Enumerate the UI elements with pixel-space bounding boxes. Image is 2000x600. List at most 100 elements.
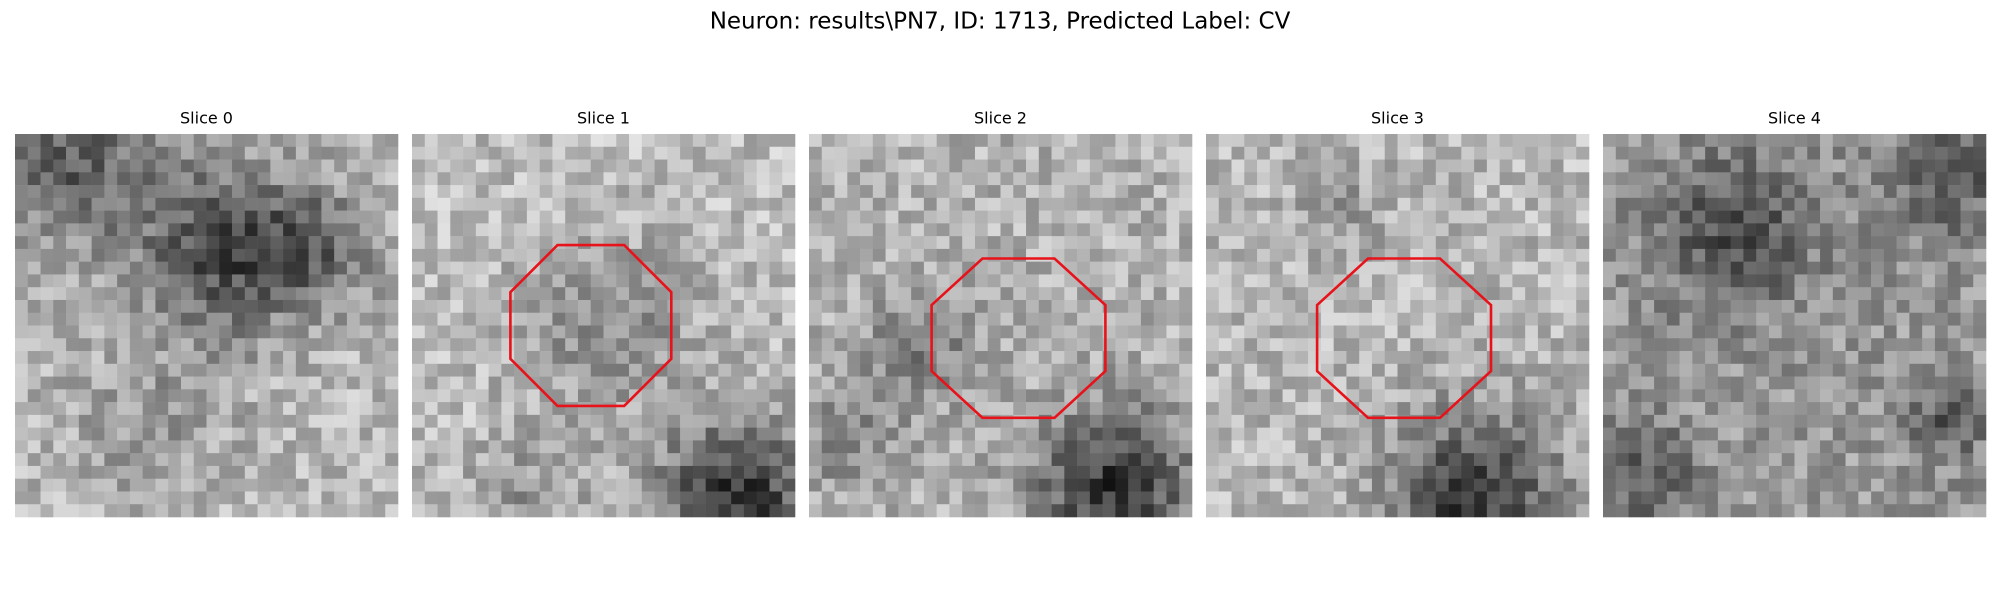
pixel	[1474, 236, 1488, 250]
pixel	[1743, 351, 1757, 365]
pixel	[1153, 351, 1167, 365]
pixel	[923, 402, 937, 416]
pixel	[1461, 389, 1475, 403]
pixel	[718, 159, 732, 173]
pixel	[359, 465, 373, 479]
pixel	[1960, 504, 1974, 518]
pixel	[539, 465, 553, 479]
pixel	[1346, 376, 1360, 390]
pixel	[295, 274, 309, 288]
pixel	[1448, 351, 1462, 365]
pixel	[1730, 287, 1744, 301]
pixel	[949, 427, 963, 441]
pixel	[450, 376, 464, 390]
pixel	[1641, 248, 1655, 262]
pixel	[692, 261, 706, 275]
pixel	[1423, 478, 1437, 492]
pixel	[1038, 159, 1052, 173]
pixel	[1603, 338, 1617, 352]
pixel	[987, 389, 1001, 403]
pixel	[1934, 389, 1948, 403]
pixel	[514, 236, 528, 250]
pixel	[743, 134, 757, 148]
pixel	[1244, 261, 1258, 275]
pixel	[987, 261, 1001, 275]
pixel	[1140, 236, 1154, 250]
pixel	[1346, 134, 1360, 148]
pixel	[1000, 491, 1014, 505]
pixel	[1461, 414, 1475, 428]
pixel	[974, 351, 989, 365]
pixel	[1934, 146, 1948, 160]
pixel	[1820, 159, 1834, 173]
pixel	[270, 402, 284, 416]
pixel	[1448, 261, 1462, 275]
pixel	[424, 363, 438, 377]
pixel	[872, 172, 886, 186]
pixel	[117, 287, 131, 301]
pixel	[1692, 389, 1706, 403]
pixel	[1922, 197, 1936, 211]
pixel	[1308, 185, 1322, 199]
pixel	[847, 134, 861, 148]
pixel	[1947, 210, 1961, 224]
pixel	[385, 159, 399, 173]
pixel	[629, 159, 643, 173]
pixel	[193, 491, 207, 505]
pixel	[372, 274, 386, 288]
pixel	[565, 146, 579, 160]
pixel	[1346, 299, 1360, 314]
pixel	[1115, 134, 1129, 148]
pixel	[1871, 376, 1885, 390]
pixel	[1257, 223, 1271, 237]
pixel	[1115, 159, 1129, 173]
pixel	[603, 236, 617, 250]
pixel	[949, 376, 963, 390]
pixel	[1026, 491, 1040, 505]
pixel	[1858, 338, 1872, 352]
pixel	[104, 338, 118, 352]
pixel	[1257, 453, 1271, 467]
pixel	[936, 274, 950, 288]
pixel	[283, 248, 297, 262]
pixel	[1397, 197, 1411, 211]
pixel	[1359, 504, 1373, 518]
pixel	[692, 453, 706, 467]
pixel	[308, 299, 322, 314]
pixel	[769, 478, 783, 492]
pixel	[769, 325, 783, 339]
pixel	[809, 274, 823, 288]
pixel	[809, 440, 823, 454]
pixel	[641, 491, 655, 505]
pixel	[424, 248, 438, 262]
pixel	[756, 248, 770, 262]
pixel	[1756, 248, 1770, 262]
pixel	[1679, 440, 1693, 454]
pixel	[1563, 440, 1577, 454]
pixel	[1140, 376, 1154, 390]
pixel	[1371, 146, 1386, 160]
pixel	[1730, 146, 1744, 160]
pixel	[1038, 453, 1052, 467]
pixel	[590, 389, 604, 403]
pixel	[1832, 351, 1846, 365]
pixel	[1794, 312, 1808, 326]
pixel	[731, 274, 745, 288]
pixel	[27, 363, 41, 377]
pixel	[283, 478, 297, 492]
pixel	[1128, 287, 1142, 301]
pixel	[1179, 389, 1193, 403]
pixel	[1960, 351, 1974, 365]
pixel	[1550, 427, 1564, 441]
pixel	[1550, 172, 1564, 186]
pixel	[809, 427, 823, 441]
pixel	[1973, 287, 1987, 301]
pixel	[1474, 325, 1488, 339]
pixel	[1000, 146, 1014, 160]
pixel	[1089, 134, 1103, 148]
pixel	[1282, 197, 1296, 211]
pixel	[1282, 312, 1296, 326]
pixel	[1410, 478, 1424, 492]
pixel	[1922, 210, 1936, 224]
pixel	[1973, 427, 1987, 441]
